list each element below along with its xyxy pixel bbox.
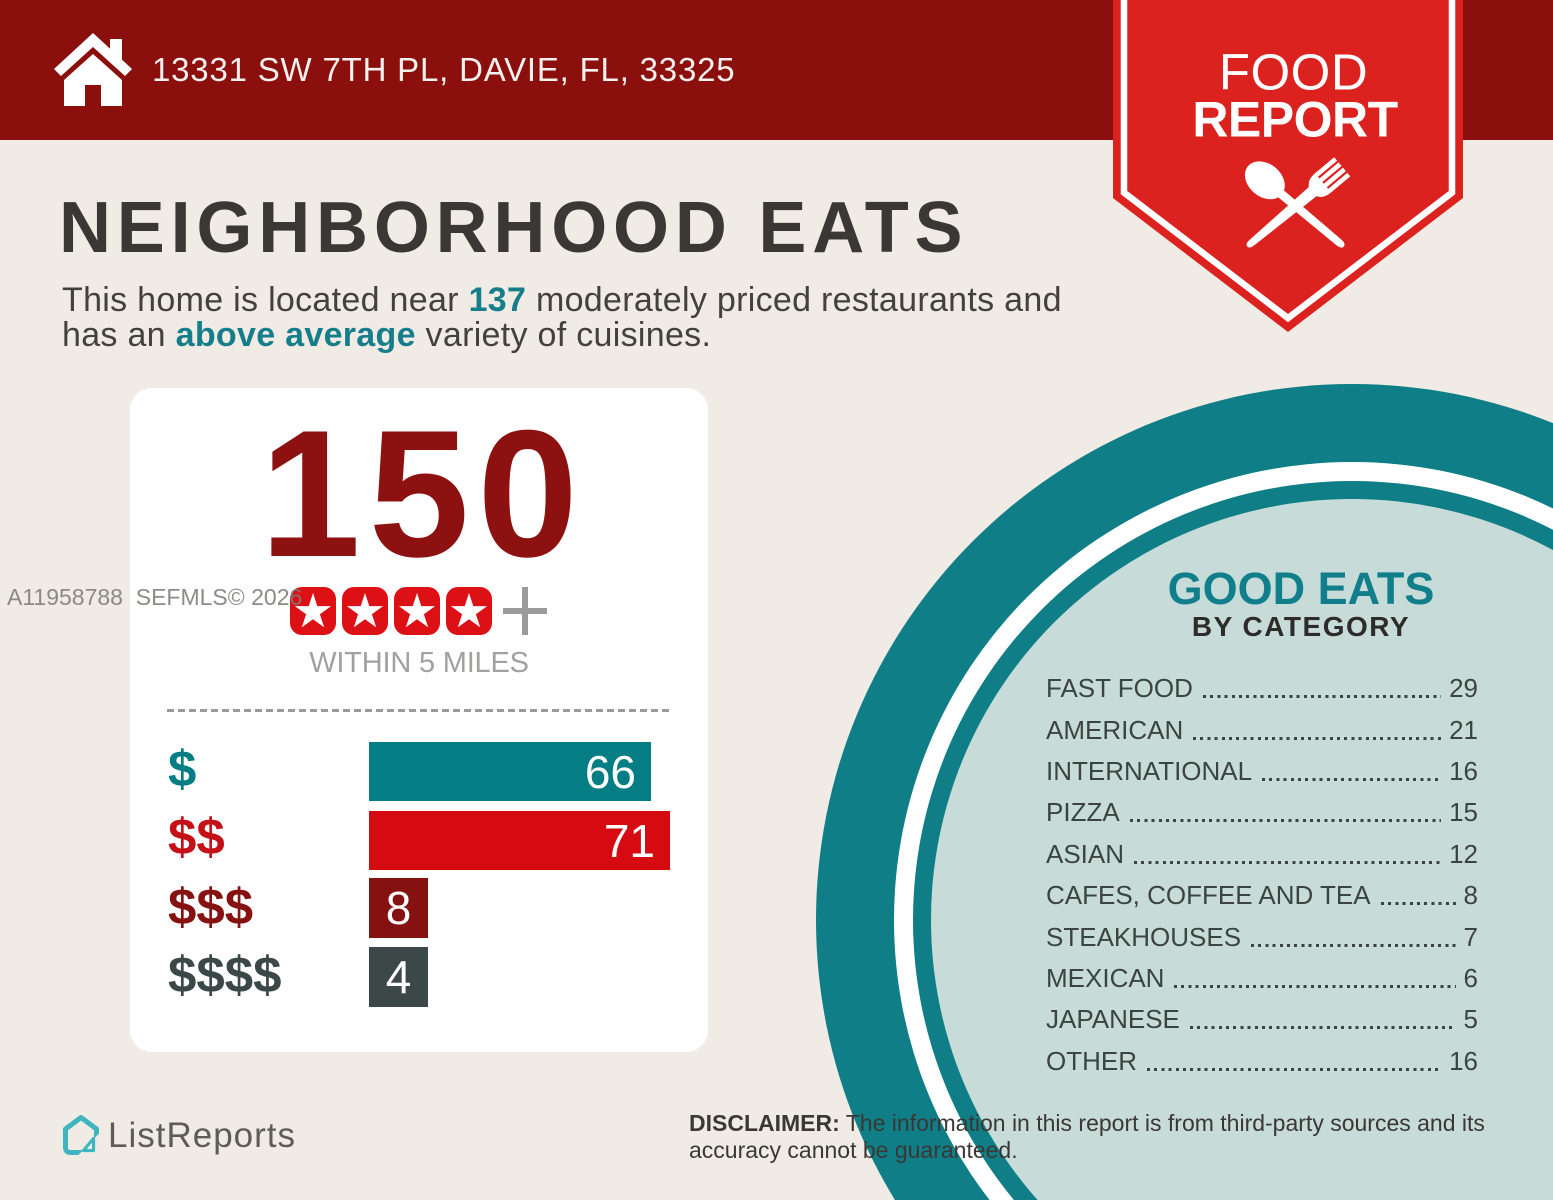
svg-text:REPORT: REPORT <box>1192 92 1397 148</box>
svg-text:FOOD: FOOD <box>1219 44 1368 101</box>
